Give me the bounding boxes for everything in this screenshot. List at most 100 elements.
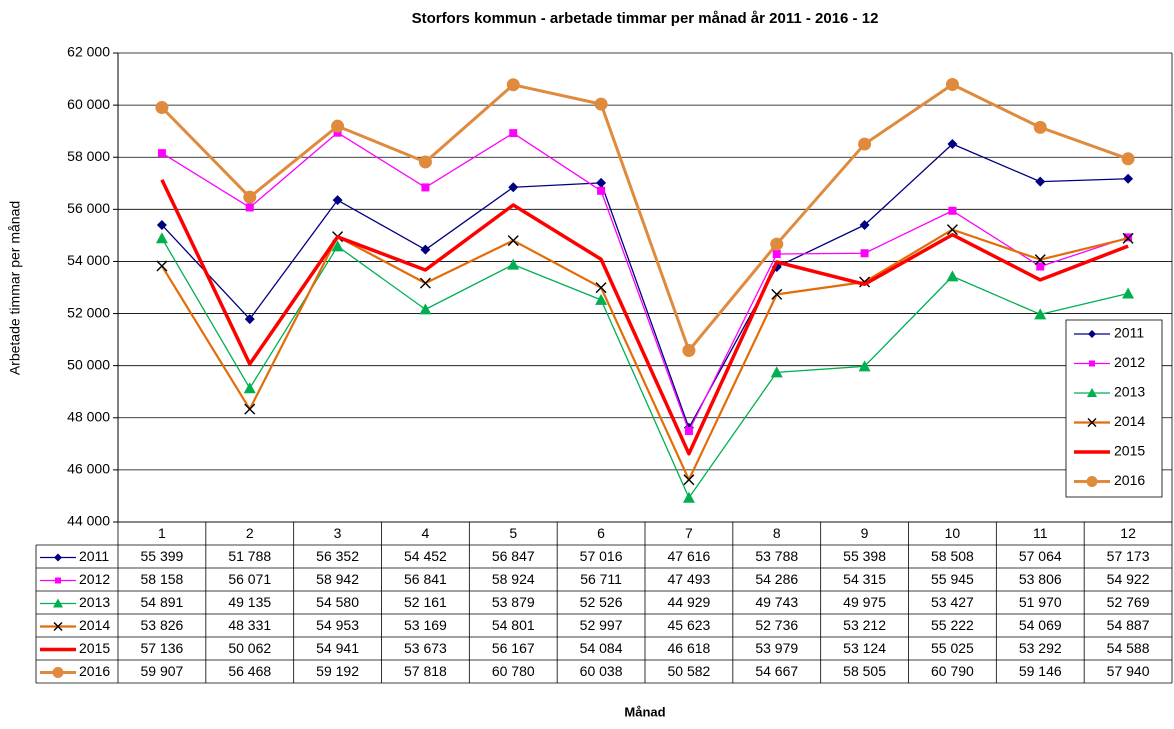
x-tick-label: 1 — [158, 525, 166, 541]
marker — [418, 155, 432, 169]
table-cell: 50 062 — [228, 640, 271, 656]
table-cell: 60 790 — [931, 663, 974, 679]
table-cell: 56 711 — [580, 571, 622, 587]
y-tick-label: 58 000 — [67, 148, 110, 164]
table-cell: 51 970 — [1019, 594, 1062, 610]
marker — [506, 78, 520, 92]
marker — [244, 403, 256, 415]
marker — [770, 366, 783, 378]
marker — [946, 270, 959, 282]
table-cell: 49 135 — [228, 594, 271, 610]
table-cell: 54 084 — [580, 640, 623, 656]
marker — [596, 177, 607, 188]
marker — [53, 622, 63, 631]
x-tick-label: 12 — [1120, 525, 1136, 541]
marker — [507, 258, 520, 270]
y-tick-label: 56 000 — [67, 200, 110, 216]
marker — [507, 235, 519, 247]
marker — [331, 119, 345, 133]
marker — [1087, 388, 1097, 397]
x-tick-label: 11 — [1033, 525, 1048, 541]
y-axis-label: Arbetade timmar per månad — [7, 201, 23, 375]
x-tick-label: 2 — [246, 525, 254, 541]
marker — [331, 240, 344, 252]
table-cell: 52 526 — [580, 594, 623, 610]
marker — [419, 277, 431, 289]
marker — [245, 203, 254, 212]
table-cell: 53 879 — [492, 594, 535, 610]
marker — [155, 101, 169, 115]
table-cell: 49 975 — [843, 594, 886, 610]
table-cell: 53 806 — [1019, 571, 1062, 587]
marker — [595, 293, 608, 305]
marker — [859, 276, 871, 288]
table-cell: 53 169 — [404, 617, 447, 633]
marker — [772, 249, 781, 258]
marker — [419, 303, 432, 315]
table-cell: 52 997 — [580, 617, 623, 633]
table-cell: 54 069 — [1019, 617, 1062, 633]
table-cell: 55 398 — [843, 548, 886, 564]
table-cell: 53 788 — [755, 548, 798, 564]
x-tick-label: 10 — [945, 525, 961, 541]
table-cell: 53 673 — [404, 640, 447, 656]
y-tick-label: 48 000 — [67, 408, 110, 424]
marker — [860, 249, 869, 258]
marker — [1121, 152, 1135, 166]
x-tick-label: 4 — [422, 525, 430, 541]
table-cell: 44 929 — [668, 594, 711, 610]
table-cell: 54 887 — [1107, 617, 1150, 633]
table-cell: 49 743 — [755, 594, 798, 610]
marker — [1088, 330, 1096, 338]
series-line — [160, 228, 1129, 481]
marker — [770, 237, 784, 251]
series-line — [161, 143, 1129, 429]
y-tick-label: 60 000 — [67, 96, 110, 112]
series-line — [161, 237, 1129, 499]
table-cell: 54 667 — [755, 663, 798, 679]
marker — [858, 360, 871, 372]
table-cell: 50 582 — [668, 663, 711, 679]
series-line — [160, 178, 1129, 456]
marker — [155, 232, 168, 244]
series-line — [161, 132, 1129, 432]
marker — [948, 206, 957, 215]
marker — [508, 182, 519, 193]
marker — [333, 128, 342, 137]
x-tick-label: 3 — [334, 525, 342, 541]
marker — [859, 220, 870, 231]
marker — [509, 129, 518, 138]
y-tick-label: 46 000 — [67, 461, 110, 477]
marker — [156, 260, 168, 272]
table-cell: 47 493 — [668, 571, 711, 587]
table-cell: 58 505 — [843, 663, 886, 679]
legend-box — [1065, 319, 1163, 498]
table-cell: 57 818 — [404, 663, 447, 679]
marker — [1122, 287, 1135, 299]
marker — [597, 186, 606, 195]
table-cell: 59 146 — [1019, 663, 1062, 679]
legend-label: 2012 — [1114, 354, 1145, 370]
marker — [420, 244, 431, 255]
x-tick-label: 5 — [509, 525, 517, 541]
x-tick-label: 7 — [685, 525, 693, 541]
x-tick-label: 9 — [861, 525, 869, 541]
table-cell: 57 016 — [580, 548, 623, 564]
table-cell: 52 161 — [404, 594, 447, 610]
marker — [156, 219, 167, 230]
table-cell: 54 452 — [404, 548, 447, 564]
marker — [157, 149, 166, 158]
marker — [1122, 232, 1134, 244]
table-cell: 55 945 — [931, 571, 974, 587]
table-cell: 57 940 — [1107, 663, 1150, 679]
marker — [1034, 308, 1047, 320]
table-cell: 57 136 — [141, 640, 184, 656]
marker — [682, 491, 695, 503]
y-tick-label: 50 000 — [67, 356, 110, 372]
table-cell: 58 924 — [492, 571, 535, 587]
legend-label: 2014 — [1114, 413, 1145, 429]
table-cell: 54 315 — [843, 571, 886, 587]
table-cell: 56 847 — [492, 548, 535, 564]
marker — [1035, 176, 1046, 187]
